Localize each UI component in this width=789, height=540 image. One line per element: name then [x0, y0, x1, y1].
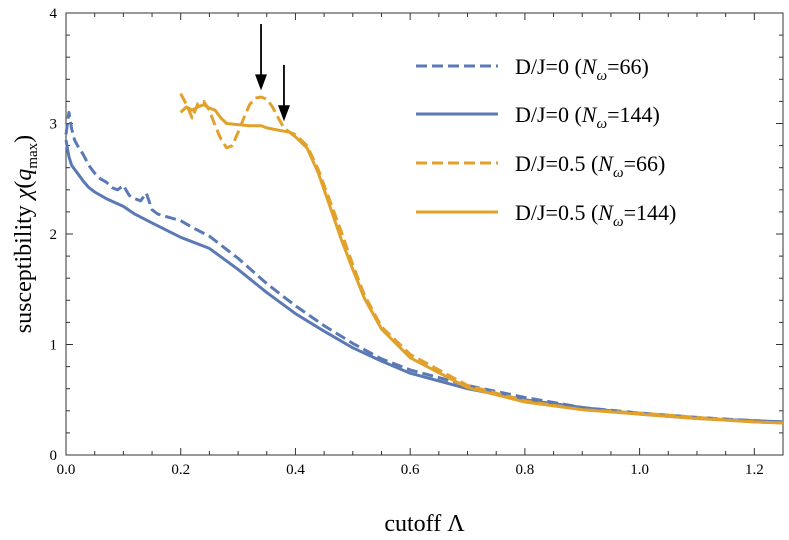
- annotation-arrows: [255, 24, 290, 122]
- x-tick-label: 0.4: [286, 462, 305, 478]
- y-tick-label: 1: [50, 338, 58, 354]
- x-axis-title: cutoff Λ: [384, 511, 465, 537]
- legend-label: D/J=0 (Nω=144): [515, 102, 660, 132]
- x-tick-label: 0.0: [57, 462, 76, 478]
- y-axis-title: susceptibility χ(qmax): [11, 135, 41, 333]
- series-line-1: [64, 139, 784, 424]
- y-title-chi: χ: [11, 187, 37, 201]
- arrow-head: [277, 105, 290, 122]
- x-tick-label: 1.0: [630, 462, 649, 478]
- y-tick-label: 0: [50, 448, 58, 464]
- legend: D/J=0 (Nω=66)D/J=0 (Nω=144)D/J=0.5 (Nω=6…: [416, 54, 676, 230]
- legend-label-prefix: D/J=0.5 (: [515, 151, 598, 176]
- legend-label-omega: ω: [613, 214, 624, 230]
- legend-label-omega: ω: [613, 165, 624, 181]
- legend-label-prefix: D/J=0 (: [515, 102, 582, 127]
- y-title-sub: max: [25, 142, 41, 168]
- legend-label-omega: ω: [596, 68, 607, 84]
- x-axis: 0.0 0.2 0.4 0.6 0.8 1.0 1.2: [57, 13, 764, 478]
- legend-label-n: N: [597, 151, 614, 176]
- x-tick-label: 0.2: [171, 462, 190, 478]
- legend-label: D/J=0.5 (Nω=144): [515, 200, 676, 230]
- legend-label-n: N: [597, 200, 614, 225]
- y-tick-label: 4: [50, 6, 58, 22]
- x-tick-label: 0.8: [516, 462, 535, 478]
- legend-label-suffix: =144): [624, 200, 677, 225]
- y-title-paren-open: (: [11, 181, 37, 189]
- legend-label: D/J=0 (Nω=66): [515, 54, 649, 84]
- y-axis: 0 1 2 3 4: [50, 6, 783, 464]
- arrow-head: [255, 74, 268, 91]
- x-tick-label: 1.2: [745, 462, 764, 478]
- y-tick-label: 2: [50, 227, 58, 243]
- legend-label-omega: ω: [596, 116, 607, 132]
- y-title-paren-close: ): [11, 135, 37, 143]
- series-layer: [64, 93, 784, 425]
- legend-label-suffix: =66): [607, 54, 649, 79]
- series-line-2: [179, 93, 784, 425]
- series-line-0: [64, 110, 784, 424]
- legend-label-prefix: D/J=0 (: [515, 54, 582, 79]
- series-line-3: [179, 103, 784, 425]
- legend-label-n: N: [581, 102, 598, 127]
- y-title-q: q: [11, 169, 37, 181]
- y-title-text: susceptibility: [11, 199, 37, 333]
- legend-label-n: N: [581, 54, 598, 79]
- x-tick-label: 0.6: [401, 462, 420, 478]
- legend-label-suffix: =144): [607, 102, 660, 127]
- y-tick-label: 3: [50, 117, 58, 133]
- legend-label-prefix: D/J=0.5 (: [515, 200, 598, 225]
- legend-label-suffix: =66): [624, 151, 666, 176]
- legend-label: D/J=0.5 (Nω=66): [515, 151, 665, 181]
